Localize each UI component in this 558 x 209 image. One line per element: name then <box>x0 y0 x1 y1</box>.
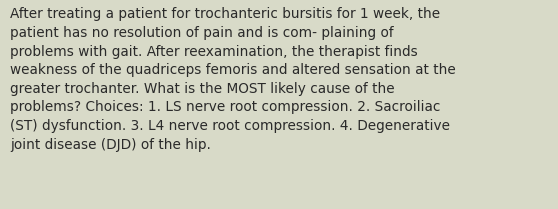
Text: After treating a patient for trochanteric bursitis for 1 week, the
patient has n: After treating a patient for trochanteri… <box>10 7 456 152</box>
